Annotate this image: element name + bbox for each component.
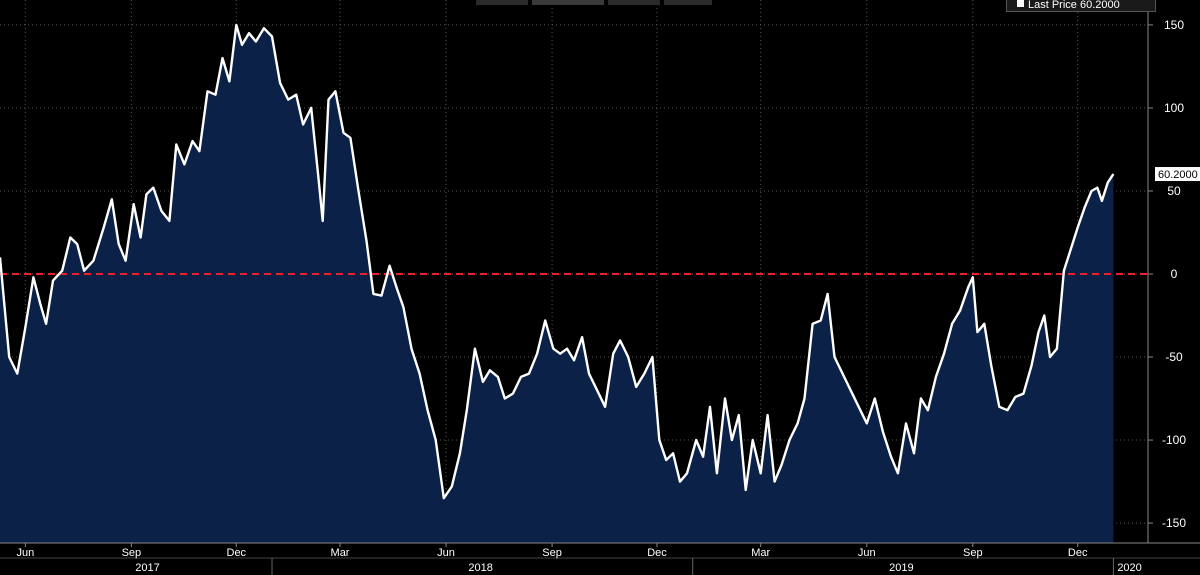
y-tick-label: 150	[1164, 18, 1184, 32]
legend-swatch-icon	[1017, 0, 1024, 7]
x-tick-label: Mar	[751, 547, 770, 559]
year-label: 2017	[135, 562, 159, 574]
x-tick-label: Jun	[858, 547, 876, 559]
x-tick-label: Mar	[331, 547, 350, 559]
x-tick-label: Sep	[963, 547, 983, 559]
toolbar-tab[interactable]	[664, 0, 712, 5]
legend-value: 60.2000	[1079, 0, 1120, 11]
legend: Last Price 60.2000	[1006, 0, 1156, 12]
x-tick-label: Dec	[227, 547, 247, 559]
y-tick-label: -100	[1162, 433, 1186, 447]
year-label: 2020	[1117, 562, 1141, 574]
x-tick-label: Sep	[122, 547, 142, 559]
y-tick-label: 0	[1171, 267, 1178, 281]
series-area-fill	[0, 24, 1114, 543]
toolbar-tab[interactable]	[476, 0, 528, 5]
toolbar-tab[interactable]	[532, 0, 604, 5]
toolbar-tab[interactable]	[608, 0, 660, 5]
last-value-label: 60.2000	[1158, 169, 1198, 181]
x-tick-label: Jun	[437, 547, 455, 559]
x-tick-label: Dec	[1068, 547, 1088, 559]
y-tick-label: 50	[1167, 184, 1181, 198]
y-tick-label: -50	[1165, 350, 1183, 364]
x-tick-label: Sep	[542, 547, 562, 559]
last-value-box	[1155, 167, 1200, 182]
series-line-last-price	[0, 23, 1115, 500]
x-tick-label: Jun	[16, 547, 34, 559]
year-label: 2019	[889, 562, 913, 574]
y-tick-label: 100	[1164, 101, 1184, 115]
x-axis: Jun Sep Dec Mar Jun Sep Dec Mar Jun Sep Dec 2017 201…	[0, 542, 1200, 575]
last-value-tag: 60.2000	[1155, 167, 1200, 182]
x-tick-label: Dec	[647, 547, 667, 559]
y-tick-label: -150	[1162, 516, 1186, 530]
y-axis: 150 100 50 0 -50 -100 -150	[1147, 0, 1186, 543]
legend-label: Last Price	[1028, 0, 1077, 11]
year-label: 2018	[468, 562, 492, 574]
